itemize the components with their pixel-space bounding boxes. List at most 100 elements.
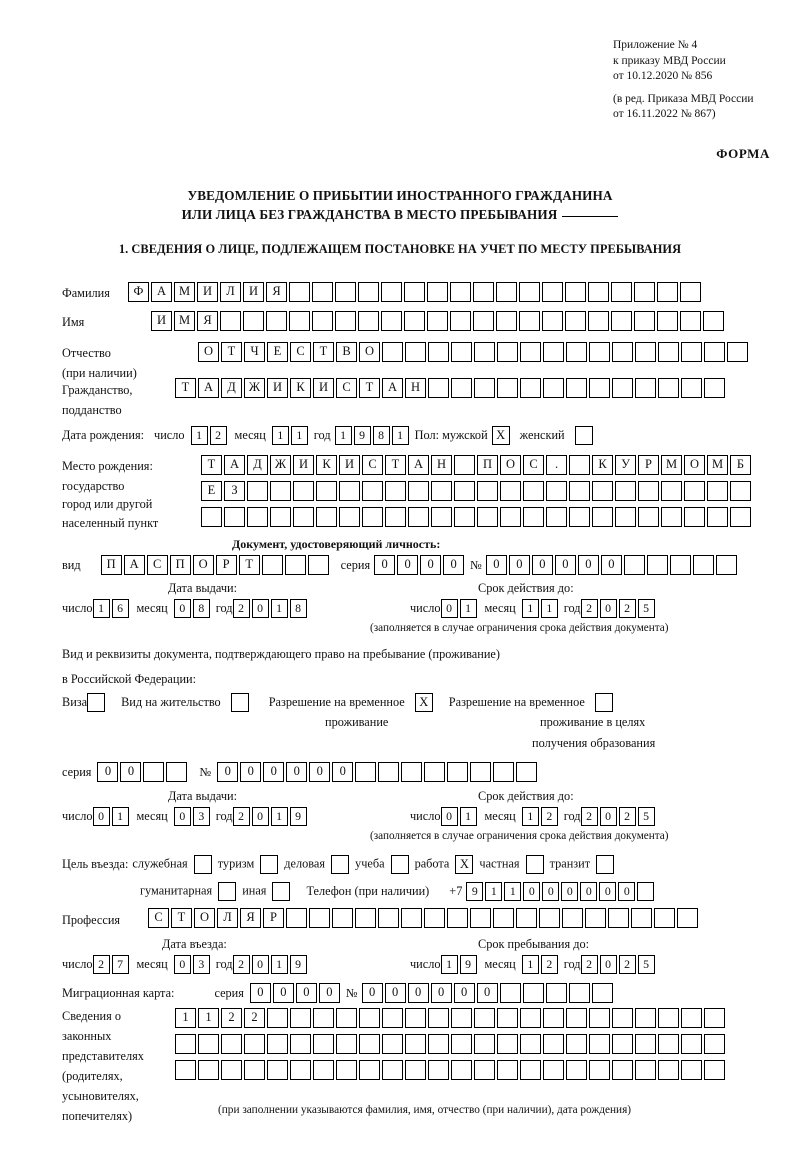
char-cell[interactable] [680,311,701,331]
char-cell[interactable] [566,1060,587,1080]
char-cell[interactable]: И [339,455,360,475]
char-cell[interactable] [638,507,659,527]
char-cell[interactable] [592,481,613,501]
char-cell[interactable] [198,1060,219,1080]
char-cell[interactable] [381,282,402,302]
char-cell[interactable] [284,555,306,575]
char-cell[interactable] [661,481,682,501]
char-cell[interactable]: Т [385,455,406,475]
char-cell[interactable]: 0 [599,807,617,826]
char-cell[interactable]: Ф [128,282,149,302]
visa-checkbox[interactable] [87,693,106,712]
char-cell[interactable]: 2 [221,1008,242,1028]
char-cell[interactable]: И [267,378,288,398]
char-cell[interactable] [680,282,701,302]
char-cell[interactable]: Т [313,342,334,362]
char-cell[interactable]: А [224,455,245,475]
char-cell[interactable]: П [169,555,191,575]
char-cell[interactable]: 0 [599,599,617,618]
residence-permit-checkbox[interactable] [230,693,249,712]
char-cell[interactable]: О [684,455,705,475]
char-cell[interactable] [382,1060,403,1080]
char-cell[interactable] [546,507,567,527]
char-cell[interactable] [612,1060,633,1080]
char-cell[interactable] [355,908,376,928]
char-cell[interactable]: 0 [173,955,191,974]
char-cell[interactable] [477,481,498,501]
char-cell[interactable]: 2 [618,599,636,618]
char-cell[interactable] [198,1034,219,1054]
char-cell[interactable]: 0 [251,599,269,618]
char-cell[interactable] [730,507,751,527]
char-cell[interactable] [612,378,633,398]
char-cell[interactable]: 0 [251,807,269,826]
char-cell[interactable]: 5 [637,955,655,974]
char-cell[interactable] [335,282,356,302]
char-cell[interactable] [589,1008,610,1028]
char-cell[interactable] [543,1034,564,1054]
char-cell[interactable] [566,1008,587,1028]
char-cell[interactable] [474,1060,495,1080]
char-cell[interactable] [247,481,268,501]
char-cell[interactable]: К [290,378,311,398]
char-cell[interactable] [500,481,521,501]
char-cell[interactable] [635,1060,656,1080]
char-cell[interactable]: 8 [372,426,390,445]
char-cell[interactable]: 1 [440,955,458,974]
char-cell[interactable] [638,481,659,501]
char-cell[interactable]: 1 [540,599,558,618]
char-cell[interactable]: 9 [459,955,477,974]
char-cell[interactable]: 0 [485,555,507,575]
char-cell[interactable] [543,378,564,398]
char-cell[interactable] [381,311,402,331]
char-cell[interactable] [496,311,517,331]
char-cell[interactable]: 1 [290,426,308,445]
char-cell[interactable]: И [197,282,218,302]
char-cell[interactable]: Б [730,455,751,475]
char-cell[interactable] [635,342,656,362]
char-cell[interactable]: 0 [240,762,262,782]
char-cell[interactable] [358,311,379,331]
char-cell[interactable] [309,908,330,928]
char-cell[interactable]: П [100,555,122,575]
char-cell[interactable]: 0 [263,762,285,782]
char-cell[interactable]: 8 [289,599,307,618]
char-cell[interactable] [451,1034,472,1054]
char-cell[interactable]: 0 [173,599,191,618]
char-cell[interactable]: . [546,455,567,475]
char-cell[interactable]: 3 [192,955,210,974]
char-cell[interactable]: 1 [459,599,477,618]
char-cell[interactable] [539,908,560,928]
char-cell[interactable] [611,282,632,302]
char-cell[interactable] [339,507,360,527]
char-cell[interactable] [359,1060,380,1080]
char-cell[interactable] [589,1034,610,1054]
char-cell[interactable]: Е [267,342,288,362]
char-cell[interactable] [658,1034,679,1054]
char-cell[interactable]: К [592,455,613,475]
char-cell[interactable] [362,507,383,527]
char-cell[interactable]: 0 [407,983,429,1003]
char-cell[interactable] [474,342,495,362]
char-cell[interactable]: М [661,455,682,475]
char-cell[interactable] [336,1060,357,1080]
char-cell[interactable]: С [336,378,357,398]
char-cell[interactable] [261,555,283,575]
char-cell[interactable]: 1 [521,955,539,974]
char-cell[interactable] [500,507,521,527]
char-cell[interactable]: 0 [453,983,475,1003]
char-cell[interactable]: 1 [504,882,522,901]
char-cell[interactable] [404,311,425,331]
char-cell[interactable]: 0 [430,983,452,1003]
char-cell[interactable] [405,1060,426,1080]
